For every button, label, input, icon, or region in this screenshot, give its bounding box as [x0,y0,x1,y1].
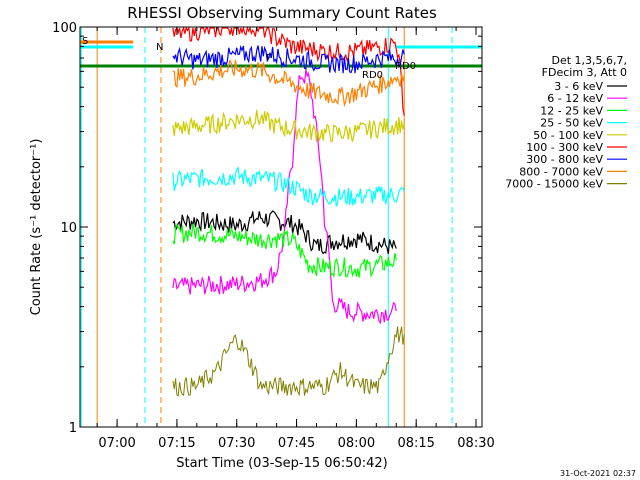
x-tick-label-0: 07:00 [98,436,135,451]
legend-label-7: 800 - 7000 keV [519,165,603,178]
annotation-label-4: RD0 [362,70,383,81]
series-line-1 [172,69,397,325]
legend-label-1: 6 - 12 keV [547,92,603,105]
generated-timestamp: 31-Oct-2021 02:37 [560,469,636,478]
legend-label-6: 300 - 800 keV [526,153,603,166]
annotation-label-2: F [266,53,272,64]
chart-title: RHESSI Observing Summary Count Rates [127,4,437,22]
series-line-2 [172,223,397,279]
x-axis-label: Start Time (03-Sep-15 06:50:42) [176,456,387,471]
series-line-5 [172,25,405,116]
series-line-3 [172,166,405,207]
legend-header-1: FDecim 3, Att 0 [542,66,627,79]
x-tick-label-4: 08:00 [338,436,375,451]
marker-lines [80,27,482,427]
y-tick-label-0: 1 [69,421,77,436]
legend-label-5: 100 - 300 keV [526,141,603,154]
annotation-label-3: RD0 [395,61,416,72]
x-tick-label-6: 08:30 [457,436,494,451]
y-tick-label-2: 100 [52,21,77,36]
legend-label-8: 7000 - 15000 keV [505,178,603,191]
x-tick-label-2: 07:30 [218,436,255,451]
series-line-4 [172,109,405,143]
x-tick-label-1: 07:15 [158,436,195,451]
legend-label-2: 12 - 25 keV [540,104,603,117]
series-line-7 [172,59,405,108]
legend: Det 1,3,5,6,7,FDecim 3, Att 03 - 6 keV6 … [505,54,627,191]
legend-header-0: Det 1,3,5,6,7, [551,54,627,67]
series-line-8 [172,326,405,397]
annotation-label-0: S [82,36,88,47]
annotation-label-1: N [156,42,163,53]
axis-ticks: 07:00 07:15 07:30 07:45 08:00 08:15 08:30 1 10 10… [52,21,495,451]
x-tick-label-3: 07:45 [278,436,315,451]
legend-label-3: 25 - 50 keV [540,117,603,130]
legend-label-0: 3 - 6 keV [554,80,603,93]
x-tick-label-5: 08:15 [397,436,434,451]
annotation-layer: S N F RD0 RD0 [82,36,416,81]
y-axis-label: Count Rate (s⁻¹ detector⁻¹) [29,139,44,316]
series-line-6 [172,44,405,74]
legend-label-4: 50 - 100 keV [533,129,603,142]
series-layer [172,25,405,397]
y-tick-label-1: 10 [60,221,77,236]
